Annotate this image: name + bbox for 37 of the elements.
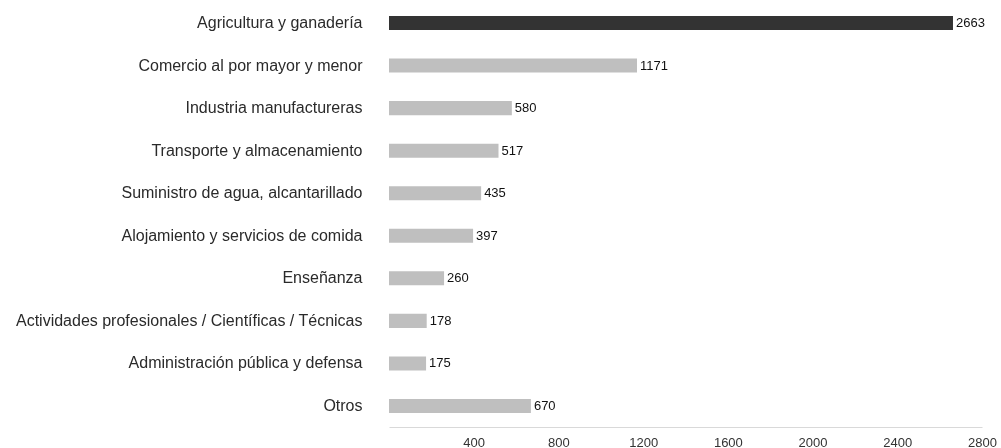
- y-tick-label: Actividades profesionales / Científicas / Técnicas: [15, 311, 363, 329]
- data-label: 670: [533, 397, 556, 413]
- data-label: 435: [484, 185, 506, 201]
- y-tick-label: Administración pública y defensa: [128, 354, 363, 372]
- x-tick-label: 2800: [968, 434, 997, 448]
- data-label: 397: [476, 227, 498, 243]
- x-tick-label: 800: [548, 434, 570, 448]
- data-label: 175: [429, 355, 451, 371]
- y-tick-label: Industria manufactureras: [185, 99, 363, 117]
- bar: [389, 313, 427, 328]
- x-tick-label: 2400: [883, 434, 913, 448]
- x-tick-label: 1600: [713, 434, 743, 448]
- x-tick-label: 1200: [629, 434, 659, 448]
- bar: [389, 16, 953, 31]
- x-tick-label: 2000: [798, 434, 828, 448]
- y-tick-label: Alojamiento y servicios de comida: [121, 226, 363, 244]
- x-tick-label: 400: [463, 434, 486, 448]
- data-label: 260: [447, 270, 469, 286]
- bar: [389, 398, 531, 413]
- bar: [389, 143, 499, 158]
- y-tick-label: Suministro de agua, alcantarillado: [121, 184, 363, 202]
- y-tick-label: Agricultura y ganadería: [197, 14, 363, 32]
- y-tick-label: Otros: [323, 396, 363, 414]
- bar: [389, 356, 427, 371]
- bar: [389, 186, 482, 201]
- y-tick-label: Enseñanza: [282, 269, 363, 287]
- bar: [389, 271, 445, 286]
- y-tick-label: Comercio al por mayor y menor: [138, 56, 364, 74]
- data-label: 1171: [640, 57, 668, 73]
- bar: [389, 101, 512, 116]
- data-label: 517: [501, 142, 524, 158]
- data-label: 580: [514, 100, 537, 116]
- data-label: 178: [429, 312, 452, 328]
- bar: [389, 228, 474, 243]
- data-label: 2663: [955, 15, 985, 31]
- y-tick-label: Transporte y almacenamiento: [151, 141, 363, 159]
- bar: [389, 58, 637, 73]
